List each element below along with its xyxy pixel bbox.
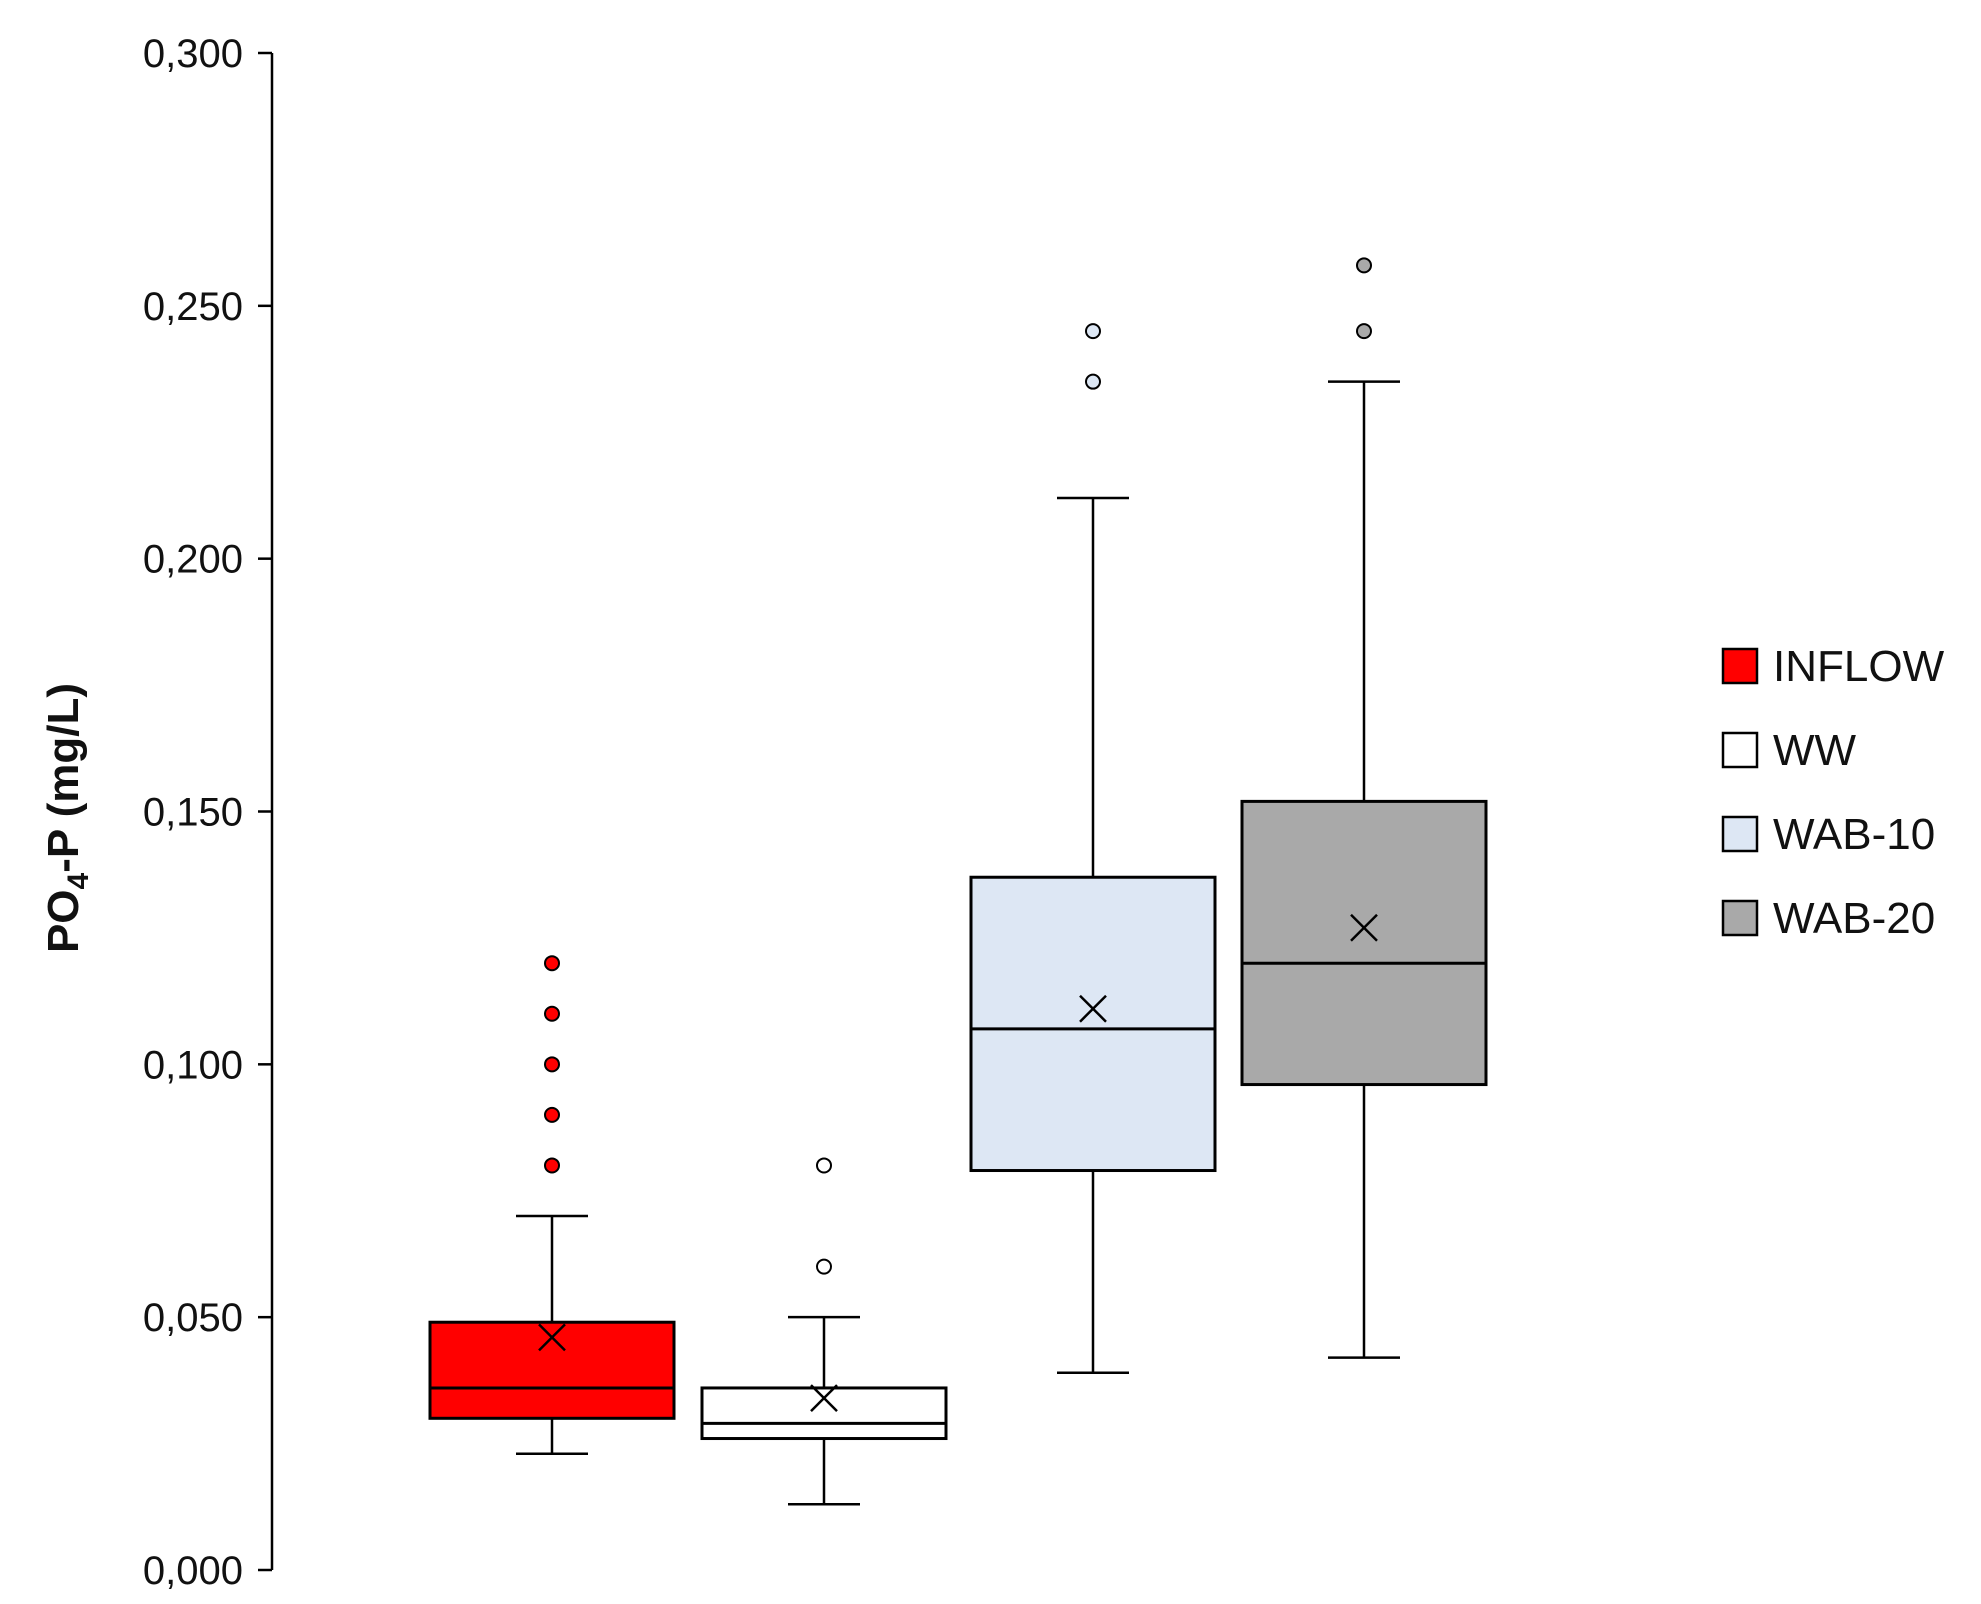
- outlier-point: [544, 1056, 560, 1073]
- outlier-point: [816, 1258, 832, 1275]
- y-tick-label: 0,250: [143, 285, 243, 329]
- legend-item-wab-10: WAB-10: [1721, 810, 1935, 859]
- y-axis-label-prefix: PO: [39, 889, 88, 953]
- box-wab-10: [969, 323, 1217, 1375]
- mean-marker: [1079, 994, 1107, 1023]
- y-tick-label: 0,000: [143, 1549, 243, 1593]
- legend-label: WW: [1773, 726, 1857, 775]
- legend-item-inflow: INFLOW: [1721, 642, 1945, 691]
- outlier-point: [1085, 373, 1101, 390]
- box-ww: [700, 1157, 948, 1506]
- outlier-point: [1356, 323, 1372, 340]
- outlier-point: [544, 1106, 560, 1123]
- mean-marker: [810, 1384, 838, 1412]
- mean-marker: [538, 1323, 566, 1352]
- y-tick-label: 0,050: [143, 1296, 243, 1340]
- y-axis-label-subscript: 4: [62, 872, 95, 889]
- legend-item-wab-20: WAB-20: [1721, 894, 1935, 943]
- y-axis: 0,000 0,050 0,100 0,150 0,200 0,250 0,300: [143, 32, 274, 1593]
- legend-swatch: [1721, 815, 1759, 853]
- outlier-point: [544, 1157, 560, 1174]
- legend-label: INFLOW: [1773, 642, 1945, 691]
- y-axis-label-suffix: -P (mg/L): [39, 683, 88, 873]
- y-tick-label: 0,150: [143, 791, 243, 835]
- y-tick-label: 0,100: [143, 1043, 243, 1087]
- box-wab-20: [1240, 257, 1488, 1359]
- outlier-point: [544, 955, 560, 972]
- box-series-group: [428, 257, 1488, 1506]
- legend-swatch: [1721, 731, 1759, 769]
- box-inflow: [428, 955, 676, 1455]
- legend: INFLOW WW WAB-10 WAB-20: [1721, 642, 1945, 943]
- legend-label: WAB-20: [1773, 894, 1935, 943]
- iqr-box: [1240, 799, 1488, 1087]
- legend-swatch: [1721, 647, 1759, 685]
- legend-swatch: [1721, 899, 1759, 937]
- outlier-point: [816, 1157, 832, 1174]
- outlier-point: [1356, 257, 1372, 274]
- mean-marker: [1350, 913, 1378, 942]
- y-tick-label: 0,300: [143, 32, 243, 76]
- iqr-box: [700, 1386, 948, 1441]
- y-tick-label: 0,200: [143, 538, 243, 582]
- iqr-box: [969, 875, 1217, 1173]
- outlier-point: [1085, 323, 1101, 340]
- legend-item-ww: WW: [1721, 726, 1857, 775]
- legend-label: WAB-10: [1773, 810, 1935, 859]
- y-axis-label: PO4-P (mg/L): [39, 683, 95, 953]
- outlier-point: [544, 1005, 560, 1022]
